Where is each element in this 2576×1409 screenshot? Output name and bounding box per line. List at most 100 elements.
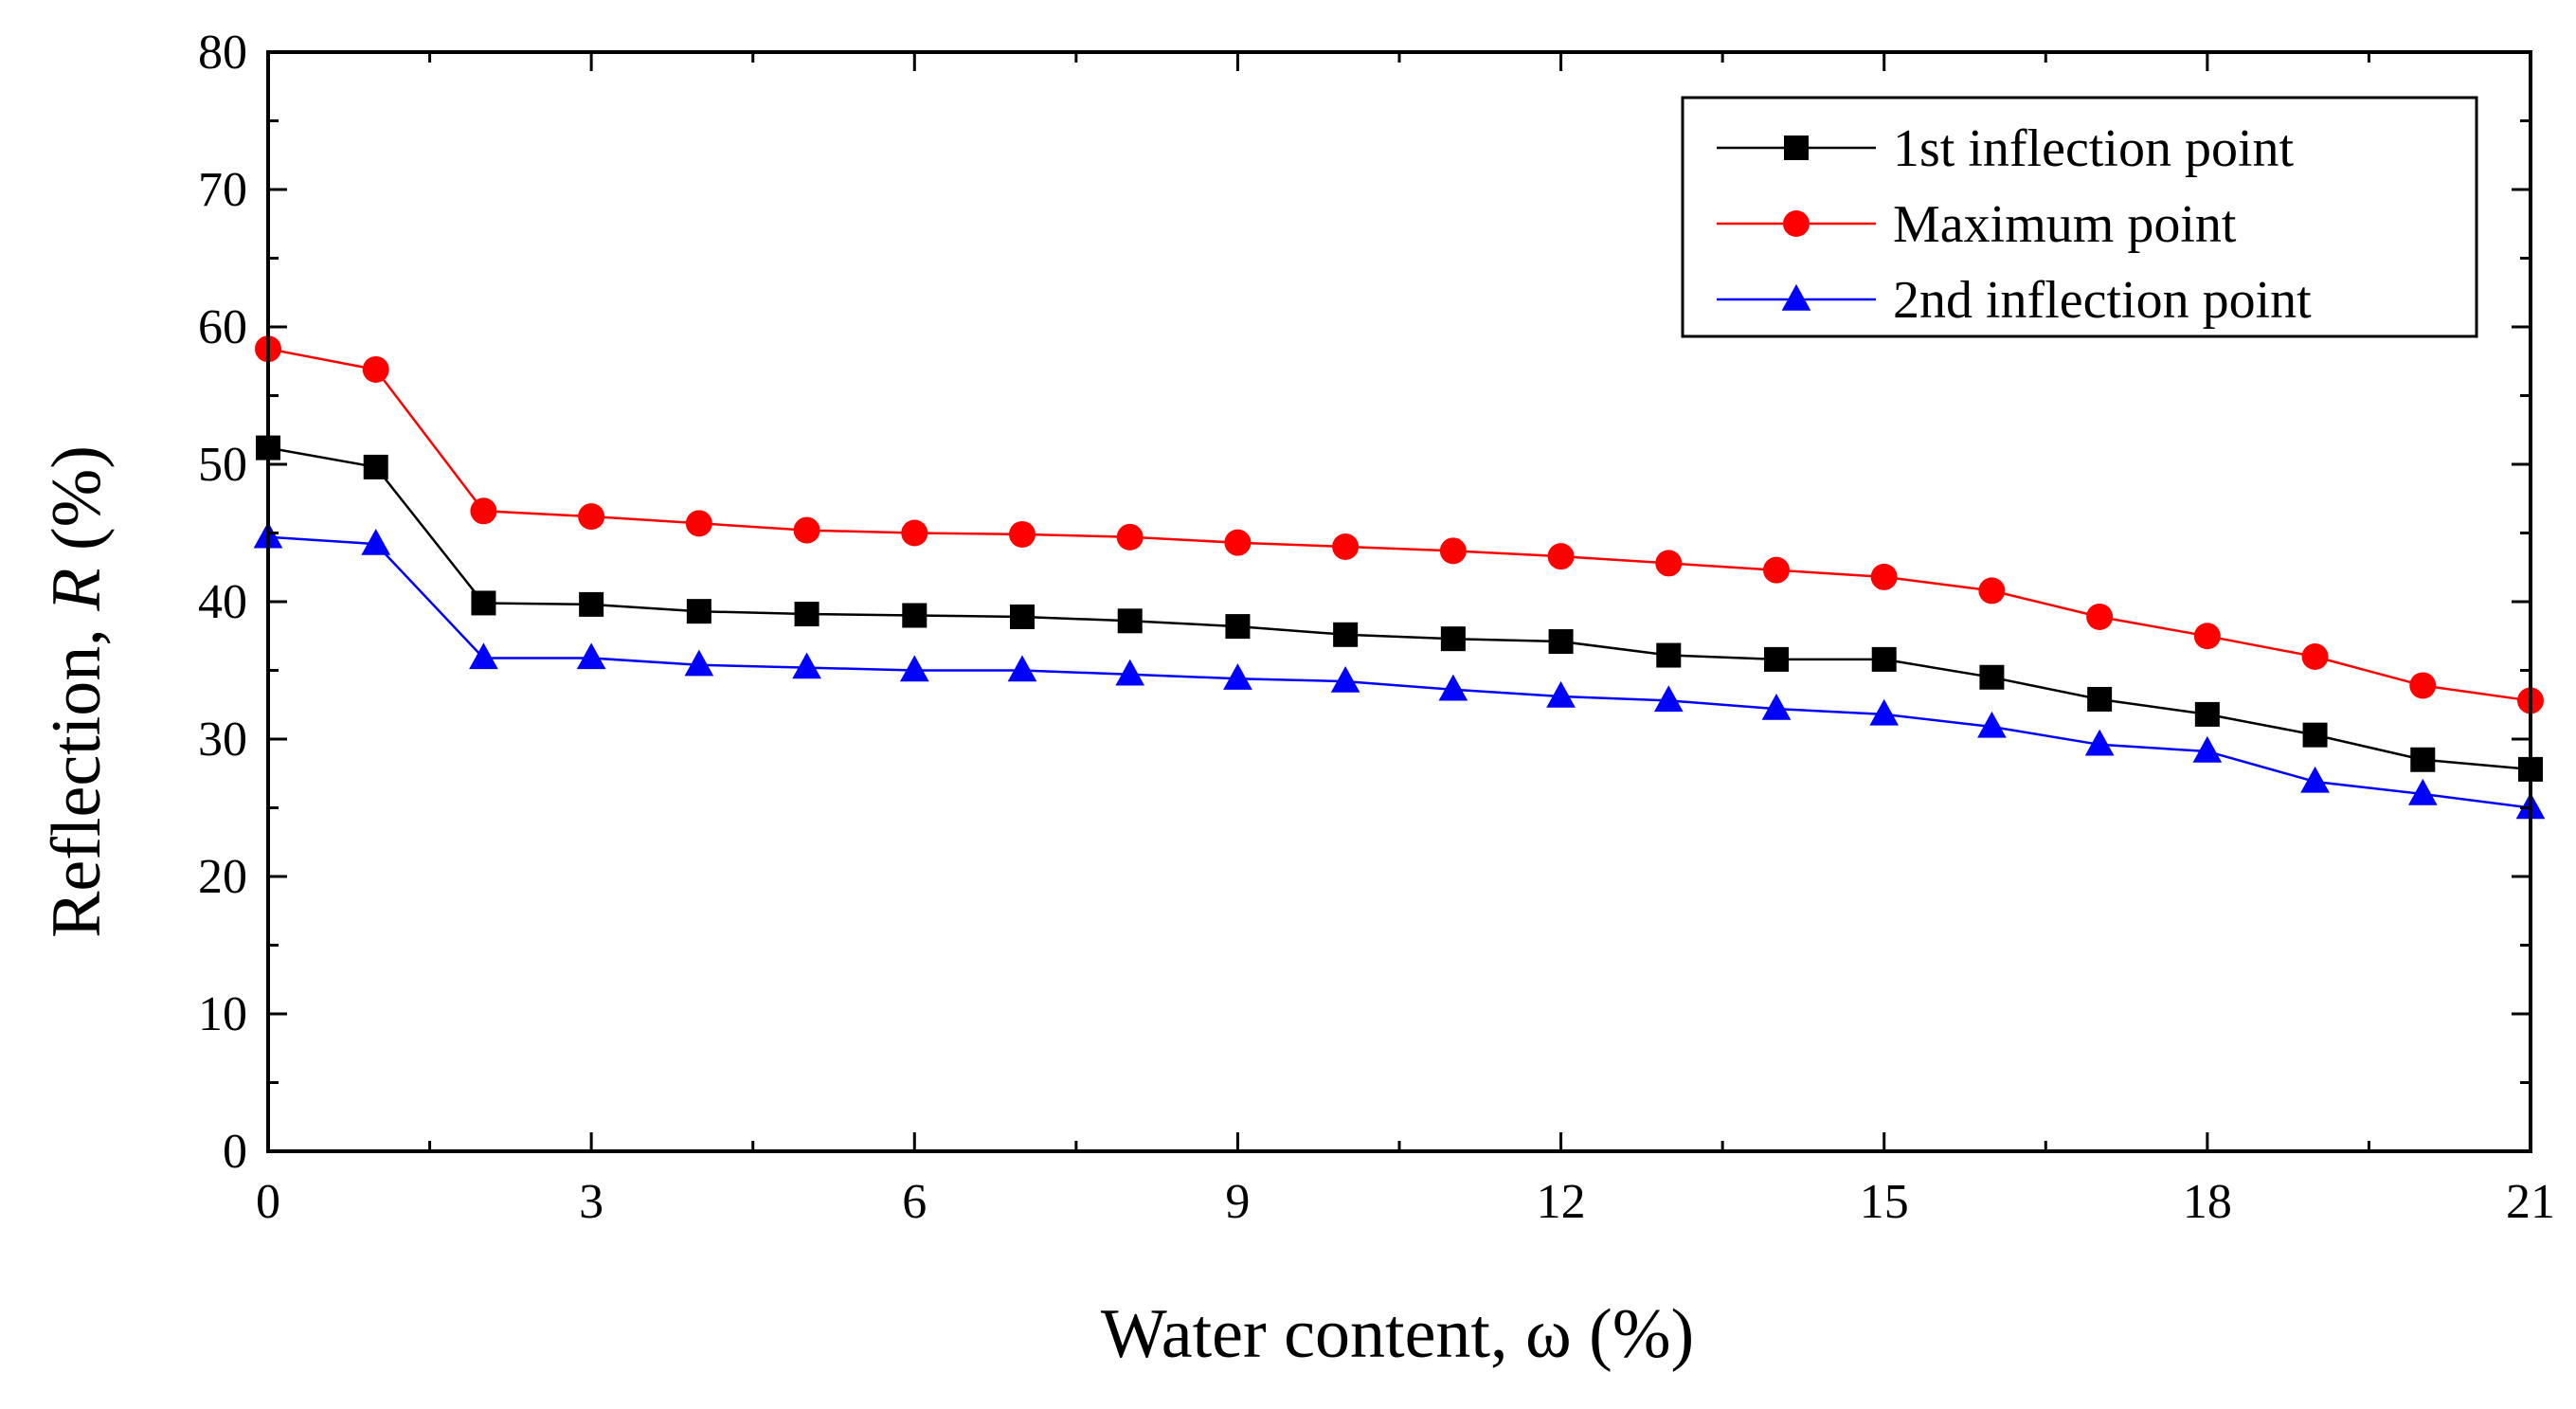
series-1-point: [1979, 664, 2005, 690]
series-2-point: [2086, 603, 2114, 630]
series-3-point: [2192, 735, 2223, 763]
axes-layer: 0 3 6 9 12 15 18 21 0 10 20 30 40 50 60 70 80: [198, 26, 2555, 1229]
series-2-point: [793, 516, 820, 544]
series-2-point: [470, 497, 497, 525]
series-1-point: [471, 590, 496, 616]
series-1-point: [1440, 626, 1466, 652]
y-tick-label: 20: [198, 850, 247, 904]
series-3-point: [576, 642, 606, 670]
x-tick-label: 6: [902, 1175, 927, 1229]
legend-marker: [1781, 283, 1811, 311]
series-3-point: [2407, 778, 2438, 805]
legend-box: [1681, 96, 2478, 338]
series-1-point: [1871, 646, 1897, 672]
series-1-point: [1225, 614, 1251, 640]
y-tick-label: 70: [198, 163, 247, 217]
y-axis-title: Reflection, R (%): [38, 445, 116, 938]
legend-entry-1: 1st inflection point: [1717, 119, 2295, 178]
series-3-point: [1438, 674, 1468, 701]
series-2-point: [901, 519, 928, 547]
x-tick-label: 3: [579, 1175, 603, 1229]
series-2-point: [578, 503, 605, 531]
x-tick-label: 0: [256, 1175, 280, 1229]
legend-marker: [1783, 210, 1810, 237]
series-2-point: [1009, 520, 1036, 548]
series-2-point: [1224, 529, 1252, 556]
series-layer: [253, 335, 2546, 820]
x-tick-label: 18: [2183, 1175, 2232, 1229]
series-1-line: [267, 446, 2531, 771]
y-tick-label: 0: [223, 1125, 247, 1179]
series-1-point: [1010, 604, 1035, 629]
y-tick-label: 60: [198, 300, 247, 354]
x-tick-label: 15: [1860, 1175, 1909, 1229]
x-tick-label: 21: [2506, 1175, 2555, 1229]
y-axis-title-suffix: (%): [38, 445, 116, 568]
legend-entry-3: 2nd inflection point: [1717, 271, 2312, 330]
series-3: [253, 521, 2546, 820]
y-tick-label: 30: [198, 713, 247, 767]
y-axis-title-prefix: Reflection,: [38, 611, 116, 938]
series-2-point: [685, 510, 712, 537]
series-2-point: [1978, 577, 2006, 605]
series-2-point: [1116, 523, 1144, 551]
series-1-point: [794, 602, 820, 627]
series-2-line: [267, 347, 2531, 702]
x-tick-label: 12: [1537, 1175, 1586, 1229]
y-tick-label: 50: [198, 438, 247, 492]
legend-label: 1st inflection point: [1893, 119, 2295, 178]
series-3-point: [1007, 655, 1037, 682]
y-tick-label: 40: [198, 575, 247, 629]
series-1-point: [1333, 622, 1359, 647]
series-3-point: [1653, 685, 1684, 713]
series-1-point: [1548, 629, 1574, 655]
x-tick-label: 9: [1225, 1175, 1250, 1229]
series-3-point: [361, 528, 391, 555]
series-3-point: [2084, 729, 2115, 756]
series-2-point: [1439, 537, 1467, 565]
series-2: [255, 335, 2544, 714]
series-1-point: [2087, 686, 2113, 712]
series-3-point: [469, 642, 498, 670]
y-tick-label: 80: [198, 26, 247, 80]
series-3-point: [1546, 680, 1576, 708]
series-3-point: [792, 652, 821, 679]
series-3-point: [1115, 659, 1145, 686]
series-3-point: [1330, 665, 1360, 693]
series-1-point: [1656, 642, 1682, 668]
legend-label: 2nd inflection point: [1893, 271, 2312, 330]
series-2-point: [2409, 672, 2437, 699]
series-1-point: [579, 591, 604, 617]
series-3-point: [684, 649, 714, 677]
series-1-point: [2194, 701, 2220, 727]
legend-label: Maximum point: [1893, 195, 2237, 254]
legend-marker: [1784, 135, 1809, 160]
series-2-point: [1332, 533, 1360, 560]
series-3-point: [2300, 766, 2330, 793]
series-3-point: [1761, 693, 1792, 720]
legend-entry-2: Maximum point: [1717, 195, 2237, 254]
series-1-point: [686, 599, 712, 624]
series-3-point: [1869, 698, 1900, 726]
series-3-point: [1977, 711, 2007, 738]
series-3-line: [267, 535, 2531, 809]
series-1-point: [1764, 646, 1789, 672]
series-2-point: [1547, 543, 1575, 570]
series-2-point: [1870, 563, 1898, 590]
series-3-point: [899, 655, 929, 682]
y-axis-title-variable: R: [38, 569, 116, 612]
series-2-point: [2193, 623, 2221, 650]
legend: 1st inflection point Maximum point 2nd inf…: [1681, 96, 2478, 338]
y-tick-label: 10: [198, 987, 247, 1041]
x-axis-title: Water content, ω (%): [1101, 1295, 1694, 1373]
series-1-point: [2302, 722, 2328, 748]
series-2-point: [2301, 643, 2329, 670]
series-2-point: [1763, 556, 1790, 584]
series-3-point: [1223, 663, 1252, 690]
series-1-point: [1117, 608, 1143, 634]
series-1-point: [902, 603, 928, 628]
series-1-point: [2410, 747, 2436, 772]
series-2-point: [1655, 550, 1683, 577]
series-1-point: [363, 454, 388, 479]
